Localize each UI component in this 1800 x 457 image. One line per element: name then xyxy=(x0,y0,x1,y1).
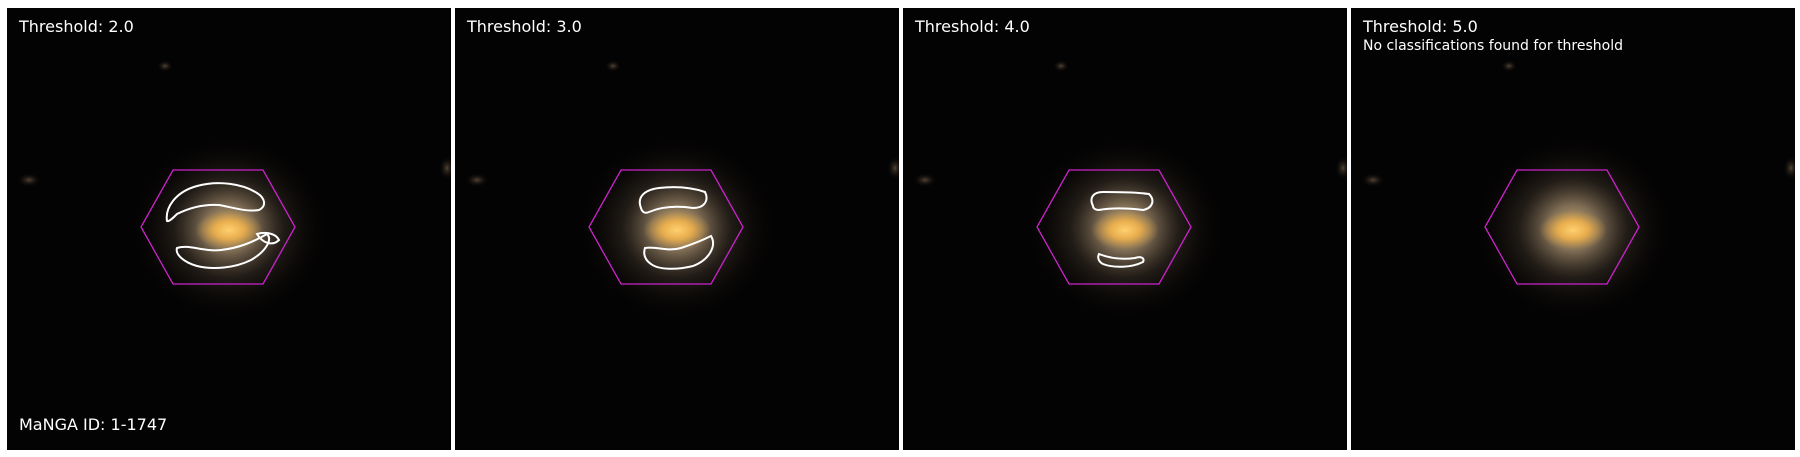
contour-lower xyxy=(643,234,714,270)
background-source xyxy=(1783,156,1795,180)
ifu-hexagon xyxy=(140,169,296,285)
background-source xyxy=(1361,173,1385,187)
galaxy-core xyxy=(195,210,263,250)
contour-upper xyxy=(165,182,265,223)
background-source xyxy=(605,60,621,72)
background-source xyxy=(1335,156,1347,180)
background-source xyxy=(157,60,173,72)
threshold-label: Threshold: 3.0 xyxy=(467,17,582,36)
threshold-label: Threshold: 4.0 xyxy=(915,17,1030,36)
galaxy-image xyxy=(903,8,1347,450)
threshold-label: Threshold: 2.0 xyxy=(19,17,134,36)
contour-fragment xyxy=(255,231,281,245)
background-source xyxy=(465,173,489,187)
background-source xyxy=(439,156,451,180)
galaxy-image xyxy=(1351,8,1795,450)
ifu-hexagon xyxy=(1036,169,1192,285)
galaxy-core xyxy=(1091,210,1159,250)
contour-upper xyxy=(638,186,708,214)
galaxy-core xyxy=(643,210,711,250)
background-source xyxy=(1053,60,1069,72)
manga-id-label: MaNGA ID: 1-1747 xyxy=(19,415,168,434)
background-source xyxy=(1501,60,1517,72)
galaxy-panel-threshold-4: Threshold: 4.0 xyxy=(903,8,1347,450)
background-source xyxy=(887,156,899,180)
ifu-hexagon xyxy=(1484,169,1640,285)
background-source xyxy=(17,173,41,187)
no-classifications-note: No classifications found for threshold xyxy=(1363,38,1623,54)
galaxy-core xyxy=(1539,210,1607,250)
ifu-hexagon xyxy=(588,169,744,285)
contour-lower xyxy=(175,232,270,269)
galaxy-image xyxy=(455,8,899,450)
threshold-label: Threshold: 5.0 xyxy=(1363,17,1478,36)
contour-upper xyxy=(1090,190,1154,212)
galaxy-panel-threshold-5: Threshold: 5.0 No classifications found … xyxy=(1351,8,1795,450)
background-source xyxy=(913,173,937,187)
galaxy-panel-threshold-3: Threshold: 3.0 xyxy=(455,8,899,450)
galaxy-panel-threshold-2: Threshold: 2.0 MaNGA ID: 1-1747 xyxy=(7,8,451,450)
galaxy-image xyxy=(7,8,451,450)
contour-lower xyxy=(1097,252,1145,268)
